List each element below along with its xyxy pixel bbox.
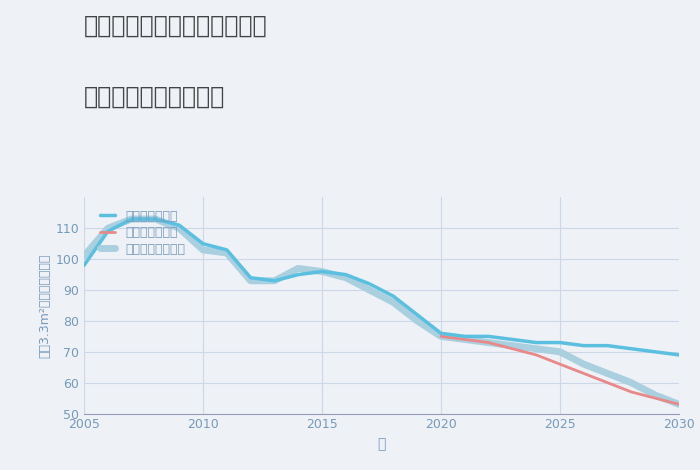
Legend: グッドシナリオ, バッドシナリオ, ノーマルシナリオ: グッドシナリオ, バッドシナリオ, ノーマルシナリオ (96, 206, 189, 260)
Text: 中古戸建ての価格推移: 中古戸建ての価格推移 (84, 85, 225, 109)
X-axis label: 年: 年 (377, 437, 386, 451)
Y-axis label: 坪（3.3m²）単価（万円）: 坪（3.3m²）単価（万円） (38, 253, 51, 358)
Text: 奈良県生駒郡斑鳩町高安西の: 奈良県生駒郡斑鳩町高安西の (84, 14, 267, 38)
